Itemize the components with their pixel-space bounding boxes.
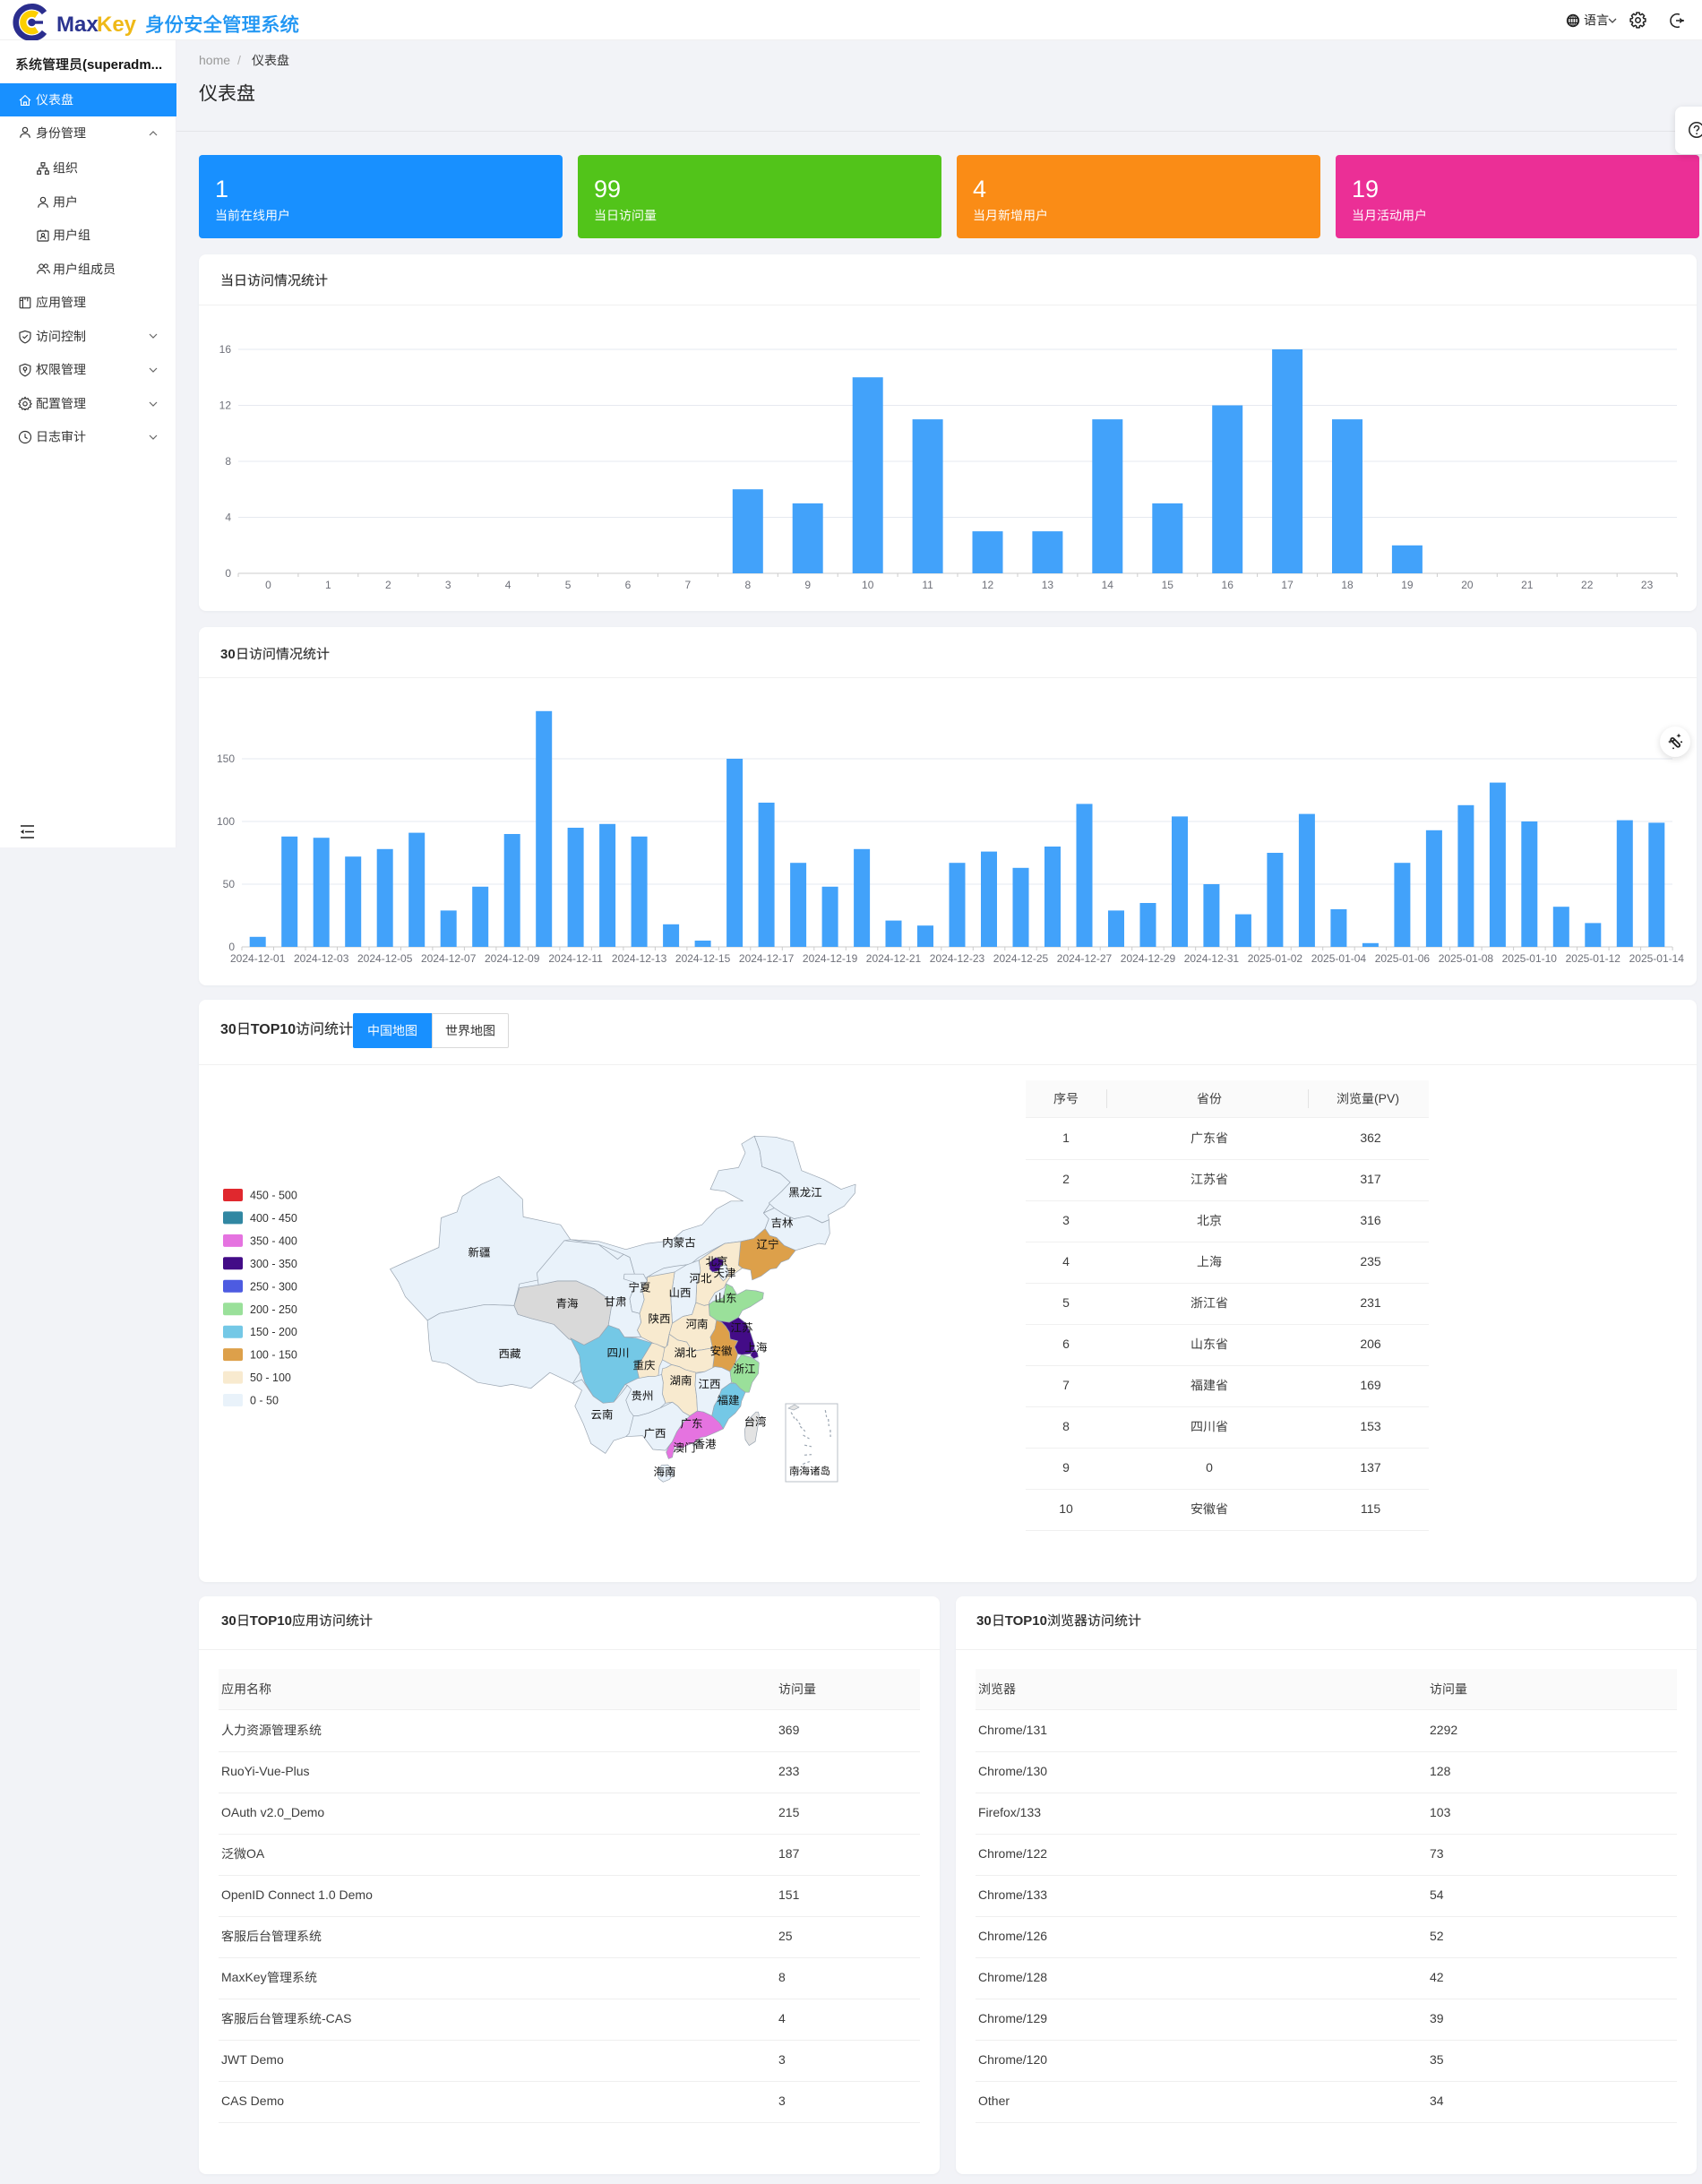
svg-text:2024-12-23: 2024-12-23 <box>930 952 985 965</box>
svg-text:2024-12-21: 2024-12-21 <box>866 952 922 965</box>
svg-text:2024-12-17: 2024-12-17 <box>739 952 795 965</box>
svg-text:6: 6 <box>625 579 632 591</box>
svg-text:400 - 450: 400 - 450 <box>250 1212 297 1225</box>
svg-text:50 - 100: 50 - 100 <box>250 1371 291 1384</box>
svg-text:0: 0 <box>225 567 231 580</box>
svg-text:0: 0 <box>265 579 271 591</box>
svg-text:9: 9 <box>804 579 811 591</box>
svg-text:15: 15 <box>1162 579 1174 591</box>
svg-text:150 - 200: 150 - 200 <box>250 1326 297 1338</box>
svg-text:12: 12 <box>219 400 232 412</box>
svg-text:5: 5 <box>565 579 572 591</box>
svg-text:13: 13 <box>1042 579 1054 591</box>
svg-text:2025-01-10: 2025-01-10 <box>1502 952 1558 965</box>
svg-text:350 - 400: 350 - 400 <box>250 1234 297 1247</box>
svg-text:100 - 150: 100 - 150 <box>250 1349 297 1362</box>
svg-text:0: 0 <box>228 941 235 953</box>
svg-text:2025-01-08: 2025-01-08 <box>1439 952 1494 965</box>
svg-text:50: 50 <box>223 878 236 890</box>
svg-text:2024-12-05: 2024-12-05 <box>357 952 413 965</box>
svg-text:2025-01-12: 2025-01-12 <box>1566 952 1621 965</box>
svg-text:200 - 250: 200 - 250 <box>250 1303 297 1316</box>
svg-text:100: 100 <box>217 815 235 828</box>
svg-text:16: 16 <box>1222 579 1234 591</box>
svg-text:2025-01-14: 2025-01-14 <box>1629 952 1685 965</box>
svg-text:450 - 500: 450 - 500 <box>250 1190 297 1202</box>
svg-text:2024-12-27: 2024-12-27 <box>1057 952 1113 965</box>
svg-text:18: 18 <box>1341 579 1354 591</box>
svg-text:0 - 50: 0 - 50 <box>250 1395 279 1407</box>
svg-text:4: 4 <box>225 512 231 524</box>
svg-text:8: 8 <box>744 579 751 591</box>
svg-text:2: 2 <box>385 579 391 591</box>
svg-text:150: 150 <box>217 752 235 765</box>
svg-text:2024-12-25: 2024-12-25 <box>993 952 1049 965</box>
svg-text:2025-01-06: 2025-01-06 <box>1375 952 1431 965</box>
svg-text:2024-12-09: 2024-12-09 <box>485 952 540 965</box>
svg-text:8: 8 <box>225 455 231 468</box>
svg-text:300 - 350: 300 - 350 <box>250 1258 297 1270</box>
svg-text:17: 17 <box>1281 579 1294 591</box>
svg-text:19: 19 <box>1401 579 1414 591</box>
svg-text:23: 23 <box>1641 579 1654 591</box>
svg-text:2024-12-19: 2024-12-19 <box>803 952 858 965</box>
svg-text:14: 14 <box>1102 579 1114 591</box>
svg-text:10: 10 <box>862 579 874 591</box>
svg-text:1: 1 <box>325 579 331 591</box>
svg-text:2025-01-04: 2025-01-04 <box>1311 952 1367 965</box>
svg-text:2025-01-02: 2025-01-02 <box>1248 952 1303 965</box>
svg-text:16: 16 <box>219 343 232 356</box>
svg-text:12: 12 <box>982 579 994 591</box>
svg-text:2024-12-31: 2024-12-31 <box>1184 952 1240 965</box>
svg-text:11: 11 <box>922 579 933 591</box>
svg-text:2024-12-01: 2024-12-01 <box>230 952 286 965</box>
svg-text:3: 3 <box>445 579 451 591</box>
svg-text:250 - 300: 250 - 300 <box>250 1280 297 1293</box>
svg-text:21: 21 <box>1521 579 1534 591</box>
svg-text:22: 22 <box>1581 579 1594 591</box>
svg-text:7: 7 <box>685 579 692 591</box>
svg-text:2024-12-03: 2024-12-03 <box>294 952 349 965</box>
svg-text:20: 20 <box>1461 579 1474 591</box>
svg-text:2024-12-29: 2024-12-29 <box>1121 952 1176 965</box>
svg-text:2024-12-13: 2024-12-13 <box>612 952 667 965</box>
svg-text:2024-12-07: 2024-12-07 <box>421 952 477 965</box>
svg-text:2024-12-15: 2024-12-15 <box>675 952 731 965</box>
svg-text:4: 4 <box>505 579 511 591</box>
svg-text:2024-12-11: 2024-12-11 <box>548 952 603 965</box>
